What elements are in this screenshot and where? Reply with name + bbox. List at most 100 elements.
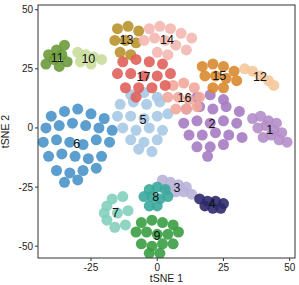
- point: [181, 104, 192, 115]
- x-tick: [90, 258, 91, 261]
- point: [91, 163, 102, 174]
- point: [165, 68, 176, 79]
- point: [218, 82, 229, 93]
- cluster: [197, 59, 242, 94]
- point: [133, 82, 144, 93]
- x-tick: [157, 258, 158, 261]
- point: [117, 122, 128, 133]
- cluster: [38, 104, 118, 188]
- cluster-label: 1: [266, 123, 273, 137]
- y-tick-label: 0: [27, 122, 33, 133]
- point: [146, 215, 157, 226]
- point: [234, 106, 245, 117]
- point: [99, 113, 110, 124]
- x-tick-label: 25: [218, 262, 230, 273]
- point: [54, 120, 65, 131]
- point: [115, 99, 126, 110]
- point: [149, 33, 160, 44]
- point: [72, 104, 83, 115]
- cluster-label: 16: [178, 91, 192, 105]
- cluster: [112, 87, 173, 157]
- x-tick: [223, 258, 224, 261]
- point: [51, 134, 62, 145]
- point: [181, 104, 192, 115]
- cluster: [247, 111, 292, 148]
- cluster-label: 11: [51, 51, 64, 65]
- point: [176, 28, 187, 39]
- point: [144, 56, 155, 67]
- cluster: [239, 63, 279, 91]
- point: [146, 82, 157, 93]
- cluster: [112, 54, 176, 103]
- point: [202, 151, 213, 162]
- cluster: [138, 21, 197, 60]
- cluster-label: 15: [212, 69, 226, 83]
- point: [104, 137, 115, 148]
- point: [96, 54, 107, 65]
- cluster: [194, 193, 229, 213]
- point: [131, 54, 142, 65]
- chart: -2502550-50-2502550tSNE 1tSNE 2123456789…: [0, 0, 299, 285]
- point: [146, 146, 157, 157]
- point: [136, 217, 147, 228]
- point: [40, 122, 51, 133]
- point: [162, 49, 173, 60]
- point: [184, 130, 195, 141]
- point: [141, 226, 152, 237]
- point: [125, 68, 136, 79]
- y-tick-label: 25: [22, 63, 34, 74]
- cluster: [131, 215, 184, 258]
- y-tick: [35, 187, 38, 188]
- cluster-label: 10: [81, 52, 95, 66]
- cluster: [138, 182, 173, 212]
- point: [181, 44, 192, 55]
- point: [123, 21, 134, 32]
- point: [152, 134, 163, 145]
- point: [154, 248, 165, 258]
- point: [117, 191, 128, 202]
- point: [157, 59, 168, 70]
- cluster-label: 2: [208, 117, 215, 131]
- point: [112, 111, 123, 122]
- point: [194, 92, 205, 103]
- point: [207, 104, 218, 115]
- point: [51, 165, 62, 176]
- point: [197, 61, 208, 72]
- point: [152, 47, 163, 58]
- y-tick-label: -50: [19, 241, 34, 252]
- cluster-label: 9: [153, 229, 160, 243]
- point: [131, 226, 142, 237]
- point: [141, 99, 152, 110]
- point: [197, 130, 208, 141]
- point: [56, 148, 67, 159]
- frame: [38, 5, 295, 258]
- point: [173, 226, 184, 237]
- cluster-label: 13: [119, 33, 133, 47]
- point: [282, 137, 293, 148]
- point: [144, 248, 155, 258]
- point: [231, 75, 242, 86]
- x-tick-label: -25: [84, 262, 99, 273]
- point: [85, 108, 96, 119]
- point: [154, 21, 165, 32]
- point: [38, 137, 49, 148]
- point: [191, 115, 202, 126]
- x-tick: [289, 258, 290, 261]
- y-tick-label: -25: [19, 182, 34, 193]
- point: [160, 80, 171, 91]
- point: [218, 115, 229, 126]
- point: [168, 238, 179, 249]
- point: [125, 134, 136, 145]
- point: [237, 132, 248, 143]
- point: [162, 191, 173, 202]
- point: [144, 23, 155, 34]
- point: [131, 92, 142, 103]
- point: [133, 26, 144, 37]
- point: [72, 174, 83, 185]
- point: [123, 205, 134, 216]
- cluster: [72, 47, 107, 70]
- cluster-label: 7: [112, 206, 119, 220]
- x-tick-label: 50: [284, 262, 296, 273]
- point: [207, 82, 218, 93]
- point: [178, 118, 189, 129]
